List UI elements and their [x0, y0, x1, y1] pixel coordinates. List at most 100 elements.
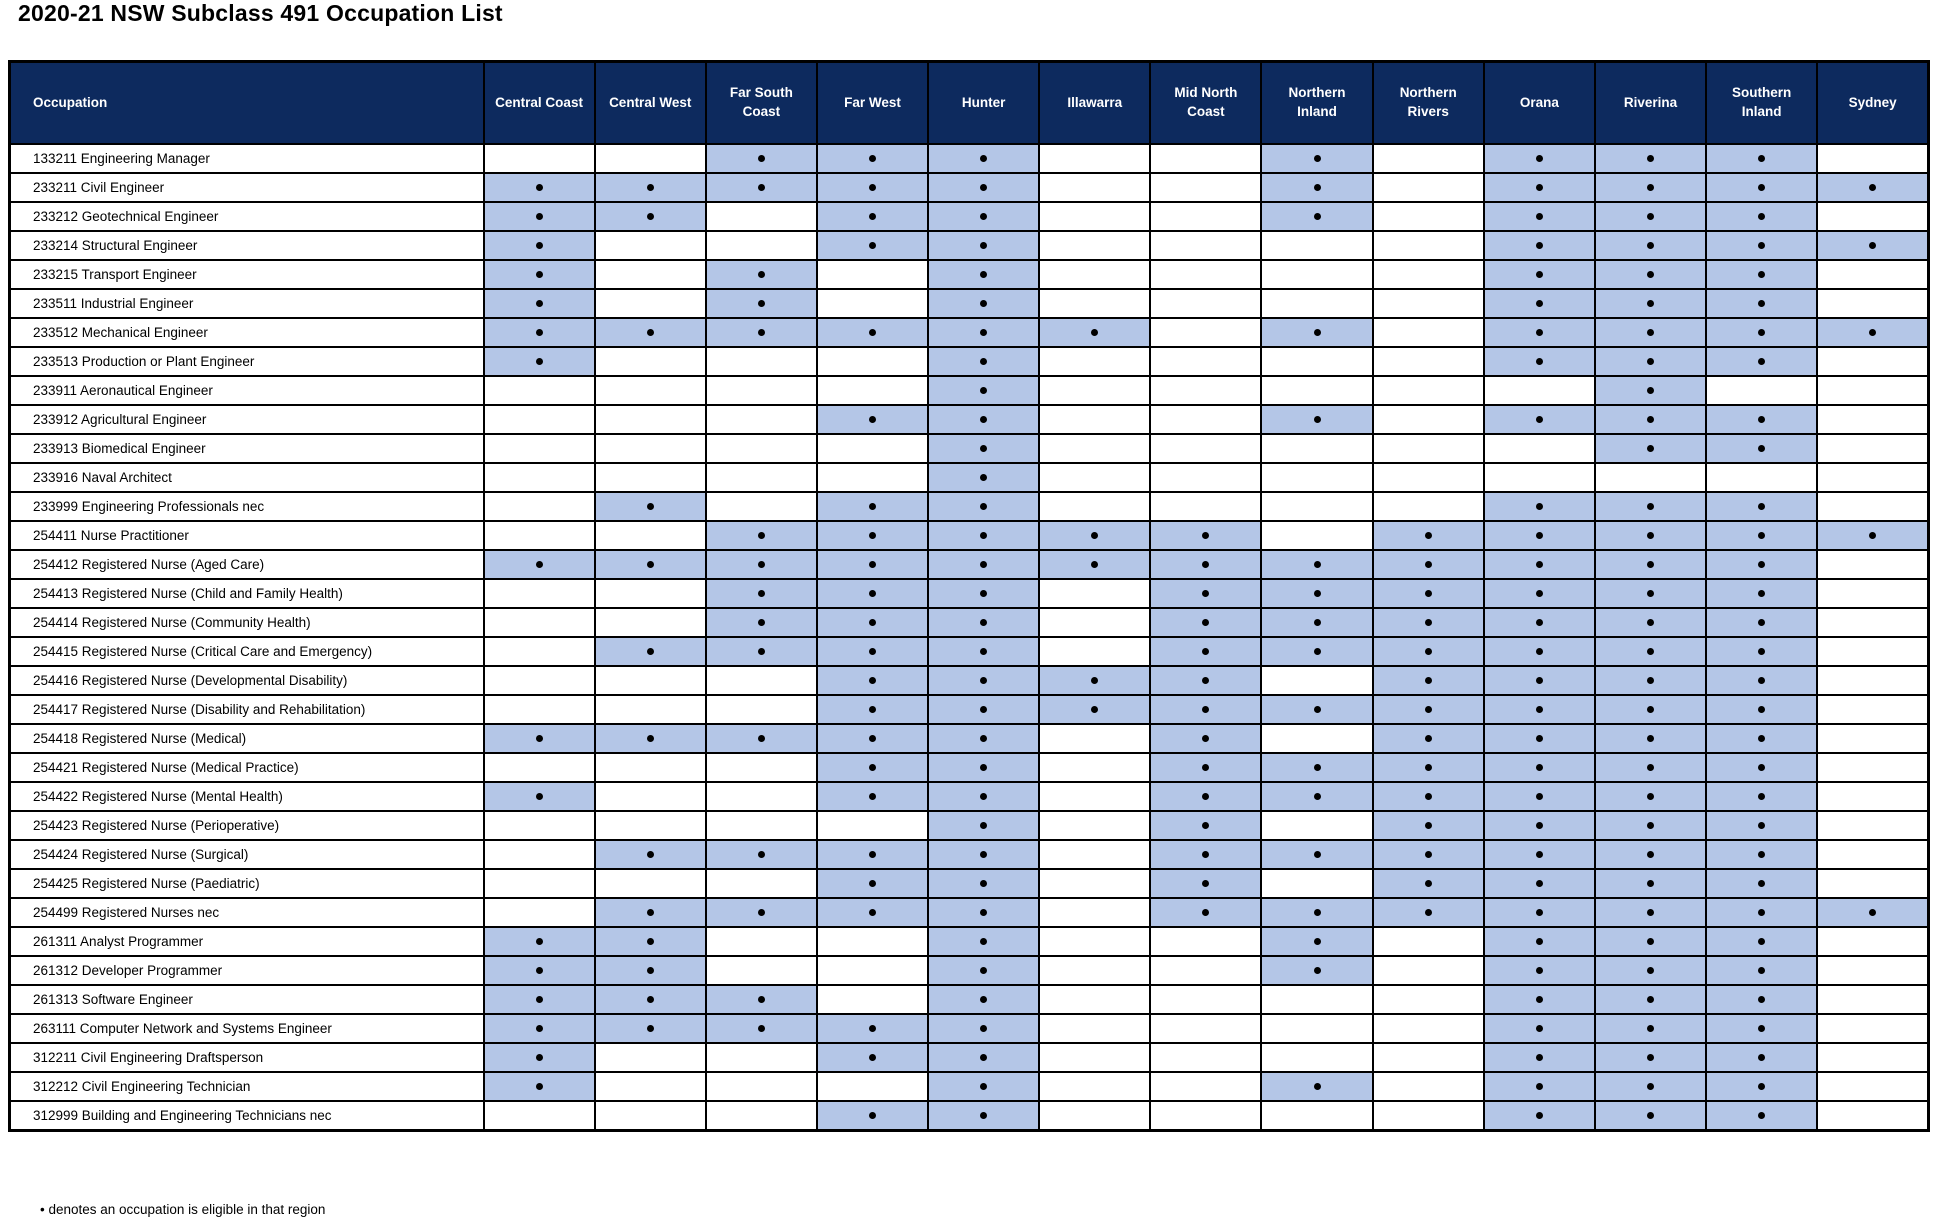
occupation-cell: 254425 Registered Nurse (Paediatric): [8, 868, 485, 899]
eligibility-cell-empty: [1371, 984, 1485, 1015]
eligibility-cell-empty: [1149, 1071, 1263, 1102]
eligible-dot-icon: [646, 503, 654, 510]
eligibility-cell-empty: [815, 955, 930, 986]
eligibility-cell-eligible: [1593, 259, 1708, 290]
eligible-dot-icon: [1535, 1054, 1543, 1061]
eligible-dot-icon: [1313, 967, 1321, 974]
eligibility-cell-empty: [482, 433, 596, 464]
eligibility-cell-eligible: [1371, 694, 1485, 725]
eligible-dot-icon: [1202, 764, 1210, 771]
table-row: 254417 Registered Nurse (Disability and …: [8, 694, 1930, 725]
eligible-dot-icon: [1313, 909, 1321, 916]
eligibility-cell-eligible: [815, 549, 930, 580]
eligibility-cell-empty: [1038, 984, 1152, 1015]
eligibility-cell-empty: [1149, 259, 1263, 290]
eligible-dot-icon: [1646, 851, 1654, 858]
eligible-dot-icon: [980, 242, 988, 249]
eligible-dot-icon: [868, 1025, 876, 1032]
eligible-dot-icon: [1758, 416, 1766, 423]
eligibility-cell-empty: [1816, 839, 1930, 870]
eligibility-cell-eligible: [1260, 1071, 1374, 1102]
eligibility-cell-eligible: [1816, 520, 1930, 551]
eligibility-cell-empty: [482, 462, 596, 493]
eligibility-cell-eligible: [1149, 607, 1263, 638]
eligible-dot-icon: [757, 532, 765, 539]
eligibility-cell-eligible: [1260, 578, 1374, 609]
eligible-dot-icon: [646, 735, 654, 742]
eligibility-cell-empty: [482, 868, 596, 899]
eligibility-cell-empty: [1260, 288, 1374, 319]
eligibility-cell-eligible: [593, 491, 707, 522]
eligibility-cell-eligible: [815, 317, 930, 348]
eligibility-cell-empty: [1371, 1042, 1485, 1073]
eligible-dot-icon: [1313, 764, 1321, 771]
eligibility-cell-eligible: [482, 955, 596, 986]
eligible-dot-icon: [1646, 532, 1654, 539]
eligible-dot-icon: [1758, 184, 1766, 191]
eligibility-cell-eligible: [593, 839, 707, 870]
table-row: 254499 Registered Nurses nec: [8, 897, 1930, 928]
eligibility-cell-eligible: [704, 723, 818, 754]
eligibility-cell-eligible: [1371, 781, 1485, 812]
eligibility-cell-empty: [1371, 491, 1485, 522]
eligible-dot-icon: [1091, 677, 1099, 684]
eligible-dot-icon: [1646, 880, 1654, 887]
eligibility-cell-empty: [1816, 665, 1930, 696]
eligible-dot-icon: [757, 155, 765, 162]
eligible-dot-icon: [1202, 880, 1210, 887]
eligibility-cell-eligible: [1593, 375, 1708, 406]
eligible-dot-icon: [980, 590, 988, 597]
eligibility-cell-eligible: [927, 201, 1041, 232]
eligible-dot-icon: [646, 996, 654, 1003]
eligibility-cell-eligible: [704, 578, 818, 609]
eligibility-cell-eligible: [1260, 143, 1374, 174]
eligibility-cell-eligible: [1482, 723, 1596, 754]
eligibility-cell-empty: [1816, 288, 1930, 319]
eligibility-cell-eligible: [704, 839, 818, 870]
eligible-dot-icon: [980, 706, 988, 713]
eligibility-cell-eligible: [704, 549, 818, 580]
eligibility-cell-eligible: [593, 723, 707, 754]
eligibility-cell-eligible: [815, 143, 930, 174]
eligible-dot-icon: [535, 1054, 543, 1061]
eligibility-cell-eligible: [1482, 810, 1596, 841]
table-row: 312211 Civil Engineering Draftsperson: [8, 1042, 1930, 1073]
eligibility-cell-eligible: [927, 1013, 1041, 1044]
eligibility-cell-eligible: [593, 897, 707, 928]
eligibility-cell-eligible: [927, 810, 1041, 841]
eligible-dot-icon: [1758, 1054, 1766, 1061]
eligibility-cell-empty: [1371, 288, 1485, 319]
eligibility-cell-eligible: [1482, 404, 1596, 435]
eligible-dot-icon: [757, 1025, 765, 1032]
eligibility-cell-eligible: [1038, 665, 1152, 696]
eligibility-cell-eligible: [482, 926, 596, 957]
eligibility-cell-empty: [1816, 1013, 1930, 1044]
eligible-dot-icon: [980, 474, 988, 481]
eligibility-cell-empty: [1038, 781, 1152, 812]
eligibility-cell-empty: [1149, 143, 1263, 174]
eligible-dot-icon: [1758, 1083, 1766, 1090]
eligibility-cell-empty: [1149, 404, 1263, 435]
eligibility-cell-eligible: [927, 259, 1041, 290]
eligibility-cell-empty: [1038, 259, 1152, 290]
eligibility-cell-eligible: [1371, 607, 1485, 638]
eligibility-cell-empty: [1260, 1013, 1374, 1044]
eligible-dot-icon: [868, 880, 876, 887]
eligibility-cell-empty: [704, 1071, 818, 1102]
region-column-header: Central West: [593, 60, 707, 145]
eligible-dot-icon: [1646, 764, 1654, 771]
eligible-dot-icon: [646, 329, 654, 336]
eligibility-cell-eligible: [482, 549, 596, 580]
table-row: 254415 Registered Nurse (Critical Care a…: [8, 636, 1930, 667]
occupation-cell: 254413 Registered Nurse (Child and Famil…: [8, 578, 485, 609]
eligible-dot-icon: [868, 242, 876, 249]
eligible-dot-icon: [1646, 1083, 1654, 1090]
eligibility-cell-eligible: [482, 230, 596, 261]
eligibility-cell-empty: [1260, 346, 1374, 377]
eligibility-cell-eligible: [927, 1042, 1041, 1073]
eligibility-cell-eligible: [1149, 781, 1263, 812]
eligible-dot-icon: [1758, 996, 1766, 1003]
eligible-dot-icon: [1646, 445, 1654, 452]
eligible-dot-icon: [1758, 1025, 1766, 1032]
eligibility-cell-empty: [1816, 346, 1930, 377]
